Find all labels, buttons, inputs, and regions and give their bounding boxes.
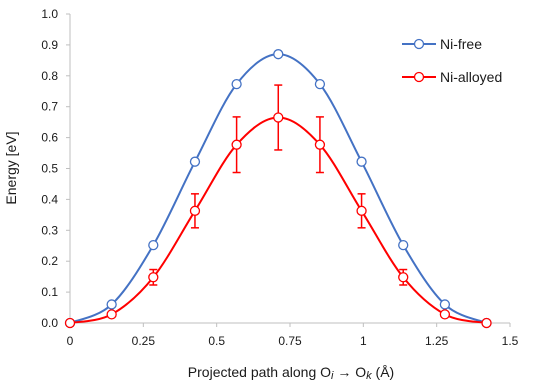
x-axis-title: Projected path along Oi → Ok (Å) <box>188 364 394 382</box>
x-tick-label: 0 <box>67 334 74 348</box>
y-tick-label: 0.4 <box>41 192 58 206</box>
y-tick-label: 0.0 <box>41 316 58 330</box>
y-tick-label: 0.7 <box>41 100 58 114</box>
data-point-ni-alloyed <box>356 205 367 216</box>
data-point-ni-free <box>439 299 451 310</box>
data-point-ni-alloyed <box>314 139 326 150</box>
y-tick-label: 0.5 <box>41 162 58 176</box>
legend-marker-ni-alloyed <box>413 71 425 83</box>
y-tick-label: 0.9 <box>41 38 58 52</box>
data-point-ni-alloyed <box>148 272 159 283</box>
y-tick-label: 0.2 <box>41 254 58 268</box>
data-point-ni-free <box>356 156 367 167</box>
legend-label-ni-alloyed: Ni-alloyed <box>440 69 502 85</box>
legend: Ni-free Ni-alloyed <box>402 36 502 85</box>
y-tick-label: 0.6 <box>41 131 58 145</box>
data-point-ni-alloyed <box>481 317 492 329</box>
y-axis-title: Energy [eV] <box>3 131 19 204</box>
x-tick-label: 0.5 <box>208 334 225 348</box>
y-tick-label: 0.3 <box>41 223 58 237</box>
data-point-ni-alloyed <box>231 139 242 150</box>
data-point-ni-free <box>398 239 409 251</box>
data-point-ni-alloyed <box>439 309 451 320</box>
x-tick-label: 1.25 <box>425 334 449 348</box>
tick-labels: 0.0 0.1 0.2 0.3 0.4 0.5 0.6 0.7 0.8 0.9 1.0 0 0.25 0.… <box>41 7 518 348</box>
data-point-ni-alloyed <box>64 317 76 329</box>
x-tick-label: 1.5 <box>502 334 519 348</box>
data-point-ni-free <box>189 156 201 167</box>
y-tick-label: 0.1 <box>41 285 58 299</box>
data-point-ni-free <box>273 49 284 60</box>
x-tick-label: 0.25 <box>132 334 156 348</box>
x-tick-label: 1 <box>360 334 367 348</box>
data-point-ni-free <box>231 78 242 90</box>
legend-label-ni-free: Ni-free <box>440 36 482 52</box>
legend-marker-ni-free <box>413 38 425 50</box>
data-point-ni-free <box>148 239 159 251</box>
data-point-ni-free <box>314 78 326 90</box>
data-point-ni-alloyed <box>398 272 409 283</box>
data-point-ni-free <box>106 299 117 310</box>
data-point-ni-alloyed <box>189 205 201 216</box>
x-tick-label: 0.75 <box>278 334 302 348</box>
y-tick-label: 1.0 <box>41 7 58 21</box>
y-tick-label: 0.8 <box>41 69 58 83</box>
data-point-ni-alloyed <box>273 112 284 123</box>
data-point-ni-alloyed <box>106 309 117 320</box>
series <box>64 49 492 329</box>
series-ni-alloyed <box>64 84 492 329</box>
